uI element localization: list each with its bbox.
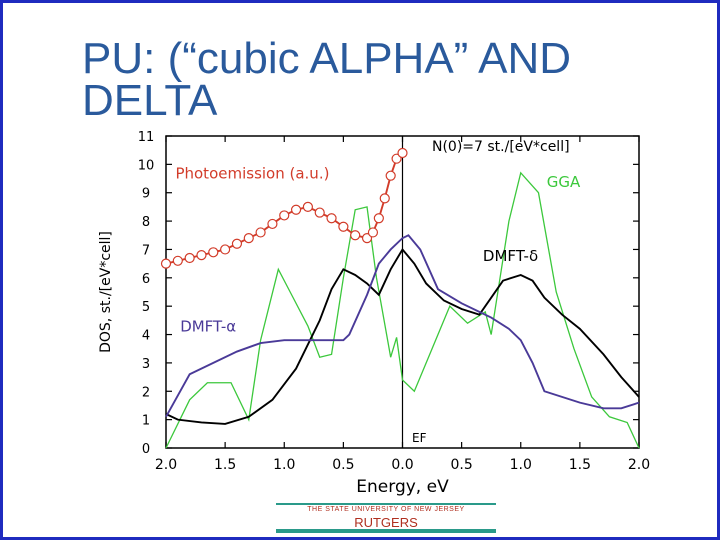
x-tick-label: 1.5	[569, 457, 591, 473]
series-point-photoemission-a-u	[208, 247, 219, 258]
x-tick-label: 0.0	[391, 457, 413, 473]
slide-title: PU: (“cubic ALPHA” AND DELTA	[82, 34, 682, 125]
series-point-photoemission-a-u	[338, 221, 349, 232]
series-point-photoemission-a-u	[172, 255, 183, 266]
y-tick-label: 4	[142, 329, 150, 344]
normalization-annotation: N(0)=7 st./[eV*cell]	[432, 139, 570, 155]
footer-divider-top	[276, 503, 496, 505]
x-axis-label: Energy, eV	[356, 477, 449, 497]
x-tick-label: 0.5	[332, 457, 354, 473]
x-tick-label: 2.0	[155, 457, 177, 473]
series-line-dmft	[165, 234, 640, 418]
series-point-photoemission-a-u	[267, 218, 278, 230]
y-tick-label: 3	[142, 357, 150, 372]
y-axis-label: DOS, st./[eV*cell]	[98, 231, 114, 353]
y-tick-label: 10	[138, 158, 155, 173]
y-tick-label: 5	[142, 300, 150, 315]
y-tick-label: 6	[142, 272, 150, 287]
series-point-photoemission-a-u	[255, 227, 266, 238]
x-tick-label: 0.5	[450, 457, 472, 473]
series-point-photoemission-a-u	[379, 193, 390, 204]
x-tick-label: 1.5	[214, 457, 236, 473]
series-point-photoemission-a-u	[231, 238, 243, 249]
y-tick-label: 1	[142, 414, 150, 429]
series-line-gga	[165, 171, 640, 449]
y-tick-label: 7	[142, 243, 150, 258]
series-point-photoemission-a-u	[373, 213, 384, 224]
title-line-1: PU: (“cubic ALPHA” AND	[82, 34, 572, 83]
y-tick-label: 9	[142, 187, 150, 202]
title-line-2: DELTA	[82, 76, 218, 125]
series-label-photoemission-a-u: Photoemission (a.u.)	[175, 165, 329, 183]
footer-logo-text: RUTGERS	[354, 515, 418, 530]
x-tick-label: 2.0	[628, 457, 650, 473]
fermi-level-label: EF	[412, 431, 427, 445]
series-point-photoemission-a-u	[196, 250, 207, 261]
series-label-gga: GGA	[547, 173, 581, 191]
series-point-photoemission-a-u	[184, 252, 195, 264]
y-tick-label: 2	[142, 385, 150, 400]
series-point-photoemission-a-u	[220, 244, 231, 255]
series-point-photoemission-a-u	[290, 204, 302, 215]
series-point-photoemission-a-u	[397, 147, 408, 159]
y-tick-label: 0	[142, 442, 150, 457]
footer-university: THE STATE UNIVERSITY OF NEW JERSEY	[307, 506, 465, 513]
series-point-photoemission-a-u	[326, 213, 337, 224]
series-line-dmft	[165, 247, 640, 425]
series-point-photoemission-a-u	[314, 207, 325, 218]
series-point-photoemission-a-u	[350, 230, 361, 241]
series-point-photoemission-a-u	[302, 201, 313, 213]
series-point-photoemission-a-u	[367, 227, 379, 238]
footer-divider-bottom	[276, 529, 496, 533]
series-label-dmft: DMFT-α	[180, 318, 236, 336]
series-point-photoemission-a-u	[279, 210, 290, 221]
y-tick-label: 8	[142, 215, 150, 230]
y-tick-label: 11	[138, 130, 155, 145]
series-point-photoemission-a-u	[243, 233, 254, 244]
series-point-photoemission-a-u	[160, 258, 172, 269]
series-label-dmft: DMFT-δ	[483, 247, 538, 265]
x-tick-label: 1.0	[510, 457, 532, 473]
series-point-photoemission-a-u	[385, 170, 396, 181]
x-tick-label: 1.0	[273, 457, 295, 473]
